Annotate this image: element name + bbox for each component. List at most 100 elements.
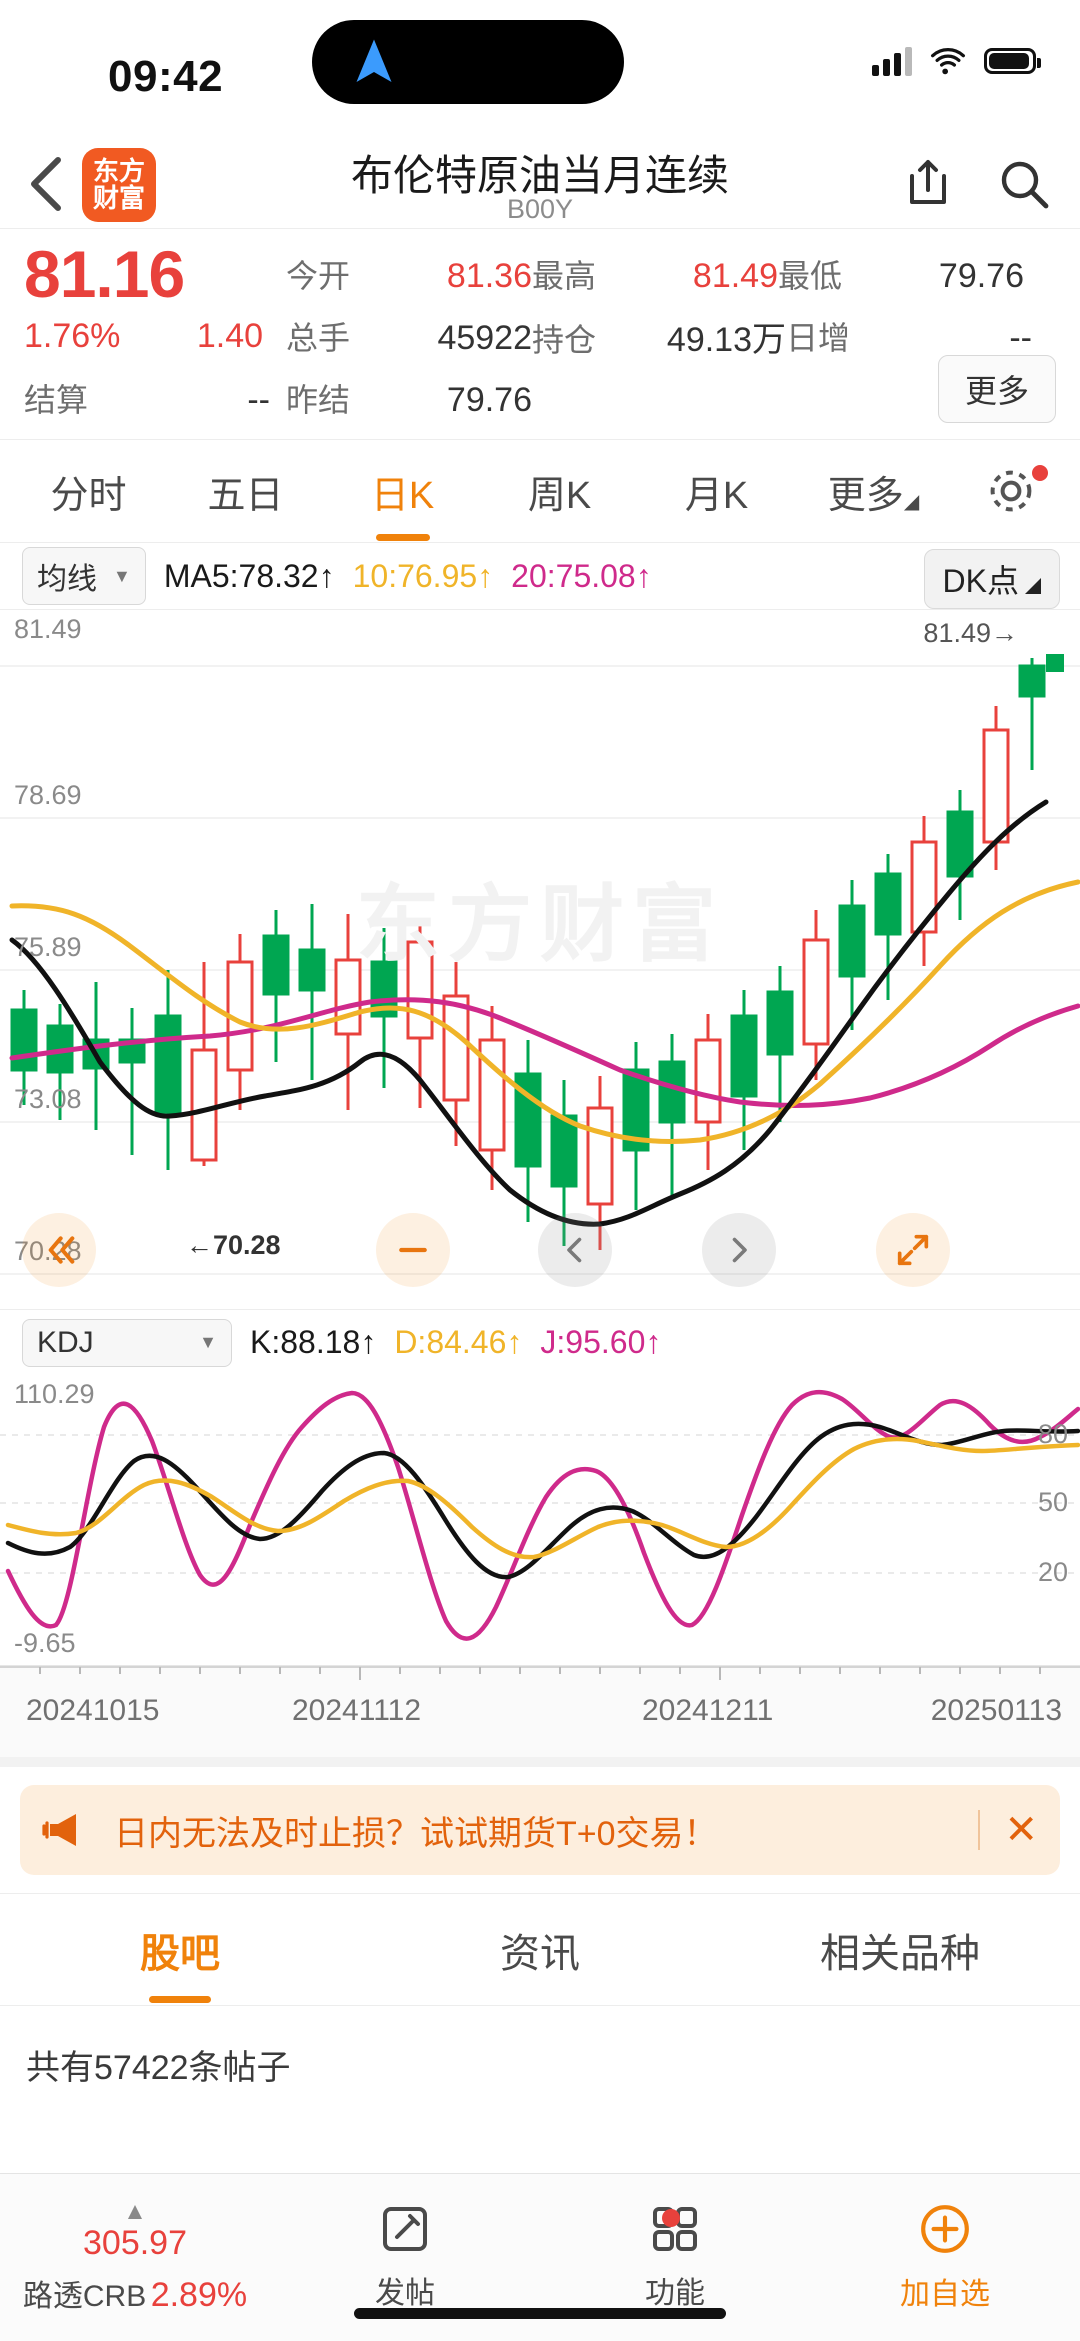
quote-row-2: 1.76% 1.40 总手 45922 持仓 49.13万 日增 -- xyxy=(24,305,1056,367)
nav-header: 东方 财富 布伦特原油当月连续 B00Y xyxy=(0,140,1080,228)
stat-label: 持仓 xyxy=(532,321,597,358)
search-icon[interactable] xyxy=(996,156,1052,212)
stat-value: -- xyxy=(247,381,270,419)
more-button[interactable]: 更多 xyxy=(937,355,1056,423)
period-tab-bar: 分时 五日 日K 周K 月K 更多◢ xyxy=(0,439,1080,543)
tab-dayk[interactable]: 日K xyxy=(324,464,481,519)
functions-button[interactable]: 功能 xyxy=(540,2203,810,2312)
minus-icon xyxy=(399,1247,427,1253)
kdj-axis-label-min: -9.65 xyxy=(14,1628,76,1658)
quote-panel: 81.16 今开 81.36 最高 81.49 最低 79.76 1.76% 1… xyxy=(0,228,1080,439)
add-watchlist-button[interactable]: 加自选 xyxy=(810,2202,1080,2313)
compose-button[interactable]: 发帖 xyxy=(270,2203,540,2312)
ma-indicator-bar: 均线 ▼ MA5:78.32↑ 10:76.95↑ 20:75.08↑ DK点 xyxy=(0,543,1080,609)
chart-expand-button[interactable] xyxy=(876,1213,950,1287)
compose-icon xyxy=(383,2207,427,2251)
dk-point-button[interactable]: DK点 xyxy=(923,549,1060,609)
triangle-icon xyxy=(1025,578,1041,594)
change-percent: 1.76% xyxy=(24,316,121,355)
price-chart[interactable]: 东方财富 xyxy=(0,609,1080,1309)
status-bar-time: 09:42 xyxy=(108,52,224,101)
triangle-up-icon: ▲ xyxy=(123,2198,147,2225)
navigation-arrow-icon xyxy=(356,39,392,82)
tab-more[interactable]: 更多◢ xyxy=(795,464,952,519)
tab-fenshi[interactable]: 分时 xyxy=(50,474,127,517)
price-axis-label-2: 78.69 xyxy=(14,780,82,810)
last-price: 81.16 xyxy=(24,237,185,311)
quote-stat-prevsettlement: 昨结 79.76 xyxy=(286,375,532,421)
axis-ruler xyxy=(0,1666,1080,1680)
chart-zoom-out-button[interactable] xyxy=(376,1213,450,1287)
cellular-signal-icon xyxy=(872,46,912,76)
plus-circle-icon xyxy=(921,2205,969,2253)
ad-banner-container: 日内无法及时止损？试试期货T+0交易！ ✕ xyxy=(0,1757,1080,1893)
kdj-axis-label-max: 110.29 xyxy=(14,1379,95,1409)
functions-badge xyxy=(662,2209,680,2227)
back-button[interactable] xyxy=(18,152,78,216)
chart-prev-button[interactable] xyxy=(538,1213,612,1287)
chart-settings-button[interactable] xyxy=(952,463,1070,519)
tab-monthk[interactable]: 月K xyxy=(684,474,749,517)
dynamic-island xyxy=(312,20,624,104)
kdj-d-line xyxy=(5,1436,1080,1560)
app-logo[interactable]: 东方 财富 xyxy=(82,148,156,222)
content-tab-bar: 股吧 资讯 相关品种 xyxy=(0,1893,1080,2005)
kdj-axis-label-20: 20 xyxy=(1037,1557,1068,1587)
chevron-right-icon xyxy=(732,1237,747,1263)
ma20-value: 20:75.08↑ xyxy=(511,557,652,594)
chart-next-button[interactable] xyxy=(702,1213,776,1287)
kdj-j-value: J:95.60↑ xyxy=(540,1324,662,1360)
functions-label: 功能 xyxy=(645,2277,705,2310)
quote-change-block: 1.76% 1.40 xyxy=(24,317,286,356)
stat-label: 总手 xyxy=(286,320,351,356)
price-chart-canvas[interactable] xyxy=(0,610,1080,1310)
close-icon[interactable]: ✕ xyxy=(1004,1808,1038,1852)
quote-stat-volume: 总手 45922 xyxy=(286,313,532,359)
chevron-down-icon: ▼ xyxy=(199,1332,217,1352)
kdj-chart[interactable]: 110.29 -9.65 80 50 20 xyxy=(0,1375,1080,1665)
change-value: 1.40 xyxy=(196,316,264,355)
ma10-line xyxy=(9,879,1080,1144)
double-chevron-left-icon xyxy=(48,1236,75,1264)
chart-fast-back-button[interactable] xyxy=(22,1213,96,1287)
stat-value: 81.49 xyxy=(692,257,778,295)
grid-icon xyxy=(653,2207,697,2251)
chart-low-marker: ←70.28 xyxy=(186,1230,281,1260)
expand-arrows-icon xyxy=(897,1234,929,1266)
status-bar: 09:42 xyxy=(0,0,1080,140)
chevron-down-icon: ▼ xyxy=(113,565,131,586)
stat-label: 昨结 xyxy=(286,382,351,418)
kdj-selector-label: KDJ xyxy=(37,1325,94,1359)
date-tick-4: 20250113 xyxy=(930,1694,1062,1727)
tab-zixun[interactable]: 资讯 xyxy=(500,1931,580,1976)
index-widget[interactable]: ▲ 305.97 路透CRB 2.89% xyxy=(0,2200,270,2315)
ma5-line xyxy=(9,799,1049,1227)
kdj-chart-canvas[interactable] xyxy=(0,1375,1080,1665)
share-icon[interactable] xyxy=(900,156,956,212)
tab-guba[interactable]: 股吧 xyxy=(0,1921,360,1979)
kdj-selector[interactable]: KDJ ▼ xyxy=(22,1318,232,1367)
tab-wuri[interactable]: 五日 xyxy=(207,474,284,517)
date-tick-1: 20241015 xyxy=(26,1694,160,1727)
ma-selector[interactable]: 均线 ▼ xyxy=(22,547,146,605)
tab-xiangguanpinzhong[interactable]: 相关品种 xyxy=(820,1931,980,1976)
kdj-k-line xyxy=(5,1421,1080,1580)
last-price-marker xyxy=(1046,654,1064,672)
tab-more-label: 更多 xyxy=(827,474,904,517)
date-tick-3: 20241211 xyxy=(642,1694,774,1727)
chevron-left-icon xyxy=(567,1237,582,1263)
stat-value: 79.76 xyxy=(446,381,532,419)
ma-selector-label: 均线 xyxy=(37,563,97,596)
page-subtitle: B00Y xyxy=(506,194,574,224)
index-value: 305.97 xyxy=(83,2224,187,2262)
compose-label: 发帖 xyxy=(375,2277,435,2310)
status-bar-indicators xyxy=(872,46,1041,76)
ad-banner[interactable]: 日内无法及时止损？试试期货T+0交易！ ✕ xyxy=(20,1785,1060,1875)
stat-label: 最高 xyxy=(532,258,597,294)
tab-weekk[interactable]: 周K xyxy=(527,474,592,517)
stat-value: -- xyxy=(1009,319,1032,357)
index-percent: 2.89% xyxy=(150,2276,248,2314)
dk-point-label: DK点 xyxy=(942,563,1019,599)
chart-high-marker: 81.49→ xyxy=(923,618,1018,648)
kdj-axis-label-80: 80 xyxy=(1037,1419,1068,1449)
